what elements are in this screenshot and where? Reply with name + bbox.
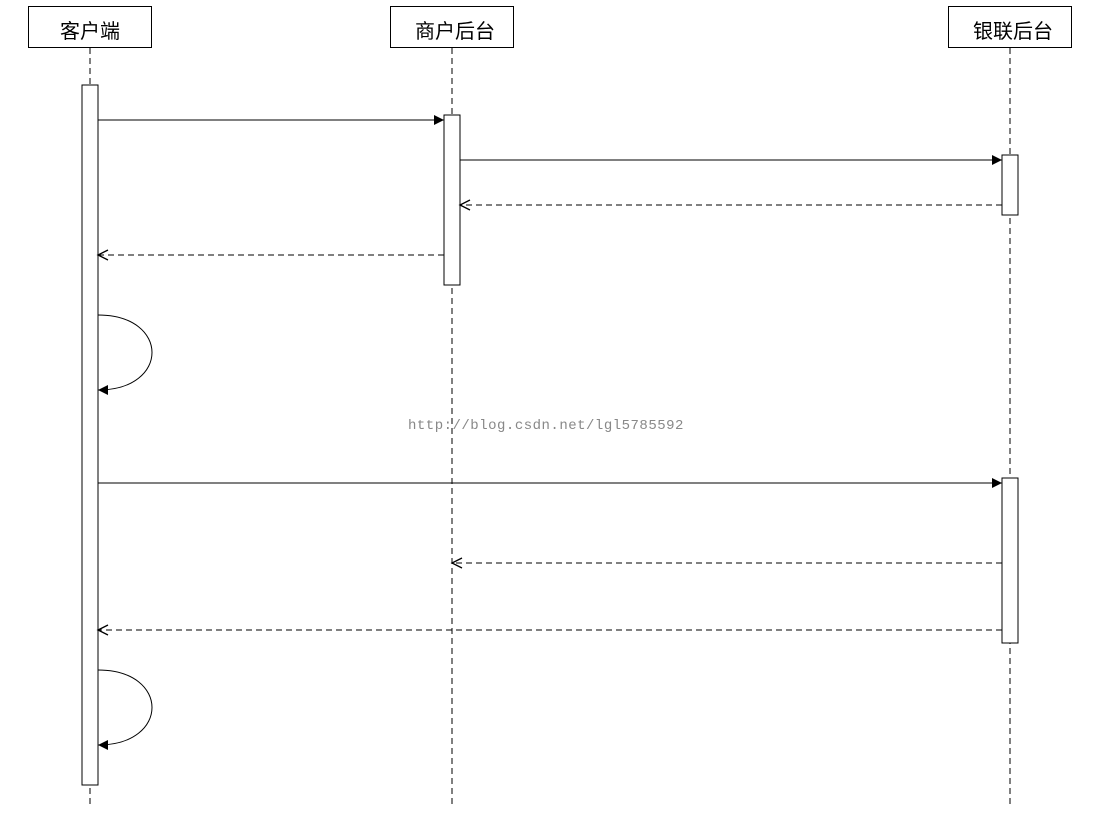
participant-merchant: 商户后台 xyxy=(390,6,514,48)
sequence-diagram-canvas xyxy=(0,0,1118,832)
participant-unionpay-label: 银联后台 xyxy=(973,21,1053,43)
activation-merchant xyxy=(444,115,460,285)
activation-unionpay-1 xyxy=(1002,155,1018,215)
self-call-2 xyxy=(98,670,152,745)
activation-unionpay-2 xyxy=(1002,478,1018,643)
participant-client-label: 客户端 xyxy=(60,21,120,43)
self-call-1 xyxy=(98,315,152,390)
participant-merchant-label: 商户后台 xyxy=(415,21,495,43)
participant-unionpay: 银联后台 xyxy=(948,6,1072,48)
activation-client xyxy=(82,85,98,785)
participant-client: 客户端 xyxy=(28,6,152,48)
watermark-text: http://blog.csdn.net/lgl5785592 xyxy=(408,418,684,434)
